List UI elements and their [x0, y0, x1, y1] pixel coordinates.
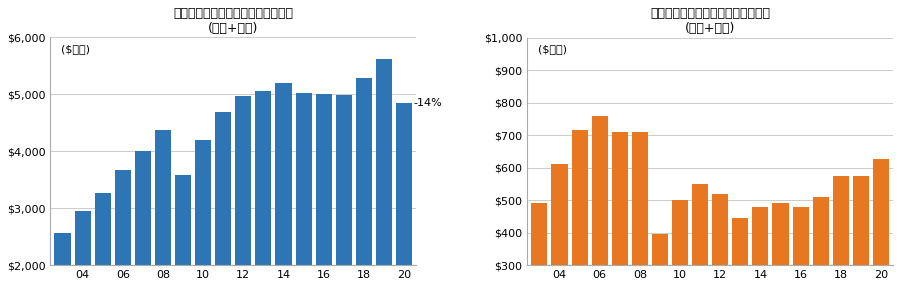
Bar — [672, 200, 688, 287]
Bar — [873, 160, 889, 287]
Text: -14%: -14% — [413, 98, 442, 108]
Text: ($十亿): ($十亿) — [61, 44, 90, 54]
Title: 美国对世界各国商品与服务贸易总额
(进口+出口): 美国对世界各国商品与服务贸易总额 (进口+出口) — [174, 7, 293, 35]
Bar — [155, 130, 171, 287]
Bar — [336, 95, 352, 287]
Bar — [652, 234, 668, 287]
Bar — [256, 91, 272, 287]
Bar — [316, 94, 332, 287]
Bar — [195, 140, 212, 287]
Bar — [752, 207, 769, 287]
Bar — [94, 193, 111, 287]
Bar — [692, 184, 708, 287]
Bar — [632, 132, 648, 287]
Bar — [54, 233, 70, 287]
Bar — [712, 194, 728, 287]
Bar — [175, 175, 191, 287]
Bar — [853, 176, 868, 287]
Bar — [376, 59, 392, 287]
Bar — [215, 112, 231, 287]
Bar — [235, 96, 251, 287]
Bar — [612, 132, 628, 287]
Bar — [396, 103, 412, 287]
Bar — [135, 151, 151, 287]
Bar — [75, 211, 91, 287]
Bar — [275, 83, 292, 287]
Bar — [295, 93, 311, 287]
Bar — [733, 218, 749, 287]
Bar — [813, 197, 829, 287]
Bar — [832, 176, 849, 287]
Bar — [772, 203, 788, 287]
Bar — [572, 130, 588, 287]
Bar — [591, 116, 608, 287]
Bar — [114, 170, 130, 287]
Bar — [356, 78, 372, 287]
Text: ($十亿): ($十亿) — [538, 44, 567, 54]
Bar — [793, 207, 809, 287]
Title: 美国对世界各国商品与服务贸易逆差
(进口+出口): 美国对世界各国商品与服务贸易逆差 (进口+出口) — [650, 7, 770, 35]
Bar — [531, 203, 547, 287]
Bar — [552, 164, 568, 287]
